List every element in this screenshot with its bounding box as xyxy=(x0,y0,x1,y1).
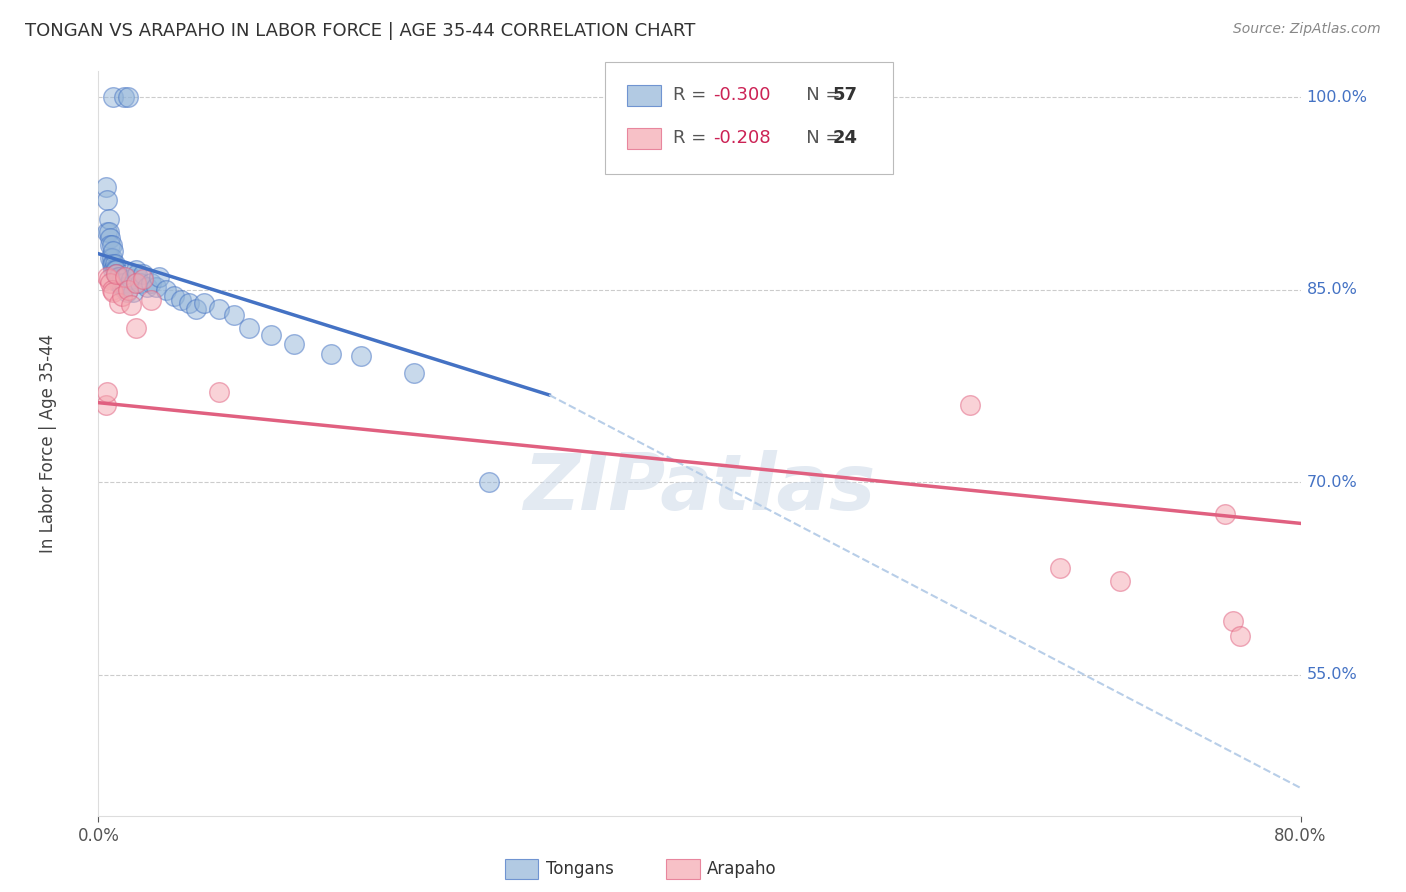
Point xyxy=(350,350,373,364)
Point xyxy=(103,285,125,300)
Point xyxy=(193,295,215,310)
Point xyxy=(105,267,128,281)
Point xyxy=(125,321,148,335)
Point xyxy=(97,225,120,239)
Point xyxy=(111,272,134,286)
Point xyxy=(111,280,134,294)
Point xyxy=(321,347,343,361)
Point xyxy=(107,272,129,286)
Point xyxy=(208,385,231,400)
Point xyxy=(117,267,139,281)
Point xyxy=(115,285,138,300)
Point xyxy=(162,289,184,303)
Point xyxy=(148,269,170,284)
Point xyxy=(107,269,129,284)
Point xyxy=(1222,614,1244,628)
Point xyxy=(103,263,125,277)
Point xyxy=(125,277,148,291)
Point xyxy=(97,212,120,227)
Text: Arapaho: Arapaho xyxy=(707,860,778,878)
Point xyxy=(100,237,122,252)
Point xyxy=(103,90,125,104)
Point xyxy=(177,295,200,310)
Point xyxy=(100,231,122,245)
Point xyxy=(101,257,124,271)
Point xyxy=(129,277,152,291)
Point xyxy=(108,295,131,310)
Point xyxy=(105,267,128,281)
Point xyxy=(283,336,305,351)
Point xyxy=(96,193,118,207)
Point xyxy=(114,280,136,294)
Point xyxy=(121,298,143,312)
Point xyxy=(94,180,117,194)
Point xyxy=(155,283,177,297)
Text: N =: N = xyxy=(789,129,846,147)
Text: 100.0%: 100.0% xyxy=(1306,89,1368,104)
Point xyxy=(121,272,143,286)
Point xyxy=(96,385,118,400)
Point xyxy=(100,277,122,291)
Point xyxy=(1049,561,1071,575)
Point xyxy=(114,269,136,284)
Point xyxy=(96,269,118,284)
Point xyxy=(117,90,139,104)
Point xyxy=(103,257,125,271)
Point xyxy=(96,225,118,239)
Point xyxy=(101,237,124,252)
Point xyxy=(108,269,131,284)
Point xyxy=(104,257,127,271)
Point xyxy=(208,301,231,316)
Point xyxy=(112,90,135,104)
Text: 57: 57 xyxy=(832,87,858,104)
Text: 70.0%: 70.0% xyxy=(1306,475,1357,490)
Point xyxy=(110,277,132,291)
Point xyxy=(117,283,139,297)
Point xyxy=(97,272,120,286)
Point xyxy=(402,366,425,380)
Point xyxy=(139,277,162,291)
Point xyxy=(135,280,157,294)
Point xyxy=(145,280,167,294)
Point xyxy=(101,251,124,265)
Text: -0.208: -0.208 xyxy=(713,129,770,147)
Text: -0.300: -0.300 xyxy=(713,87,770,104)
Point xyxy=(222,309,245,323)
Text: In Labor Force | Age 35-44: In Labor Force | Age 35-44 xyxy=(39,334,56,553)
Text: ZIPatlas: ZIPatlas xyxy=(523,450,876,526)
Point xyxy=(170,293,193,307)
Point xyxy=(101,283,124,297)
Point xyxy=(1229,629,1251,643)
Point xyxy=(108,277,131,291)
Point xyxy=(122,285,145,300)
Text: 55.0%: 55.0% xyxy=(1306,667,1357,682)
Point xyxy=(94,398,117,412)
Point xyxy=(1109,574,1132,589)
Point xyxy=(139,293,162,307)
Text: 24: 24 xyxy=(832,129,858,147)
Text: R =: R = xyxy=(673,129,713,147)
Point xyxy=(478,475,501,490)
Text: R =: R = xyxy=(673,87,713,104)
Point xyxy=(260,327,283,342)
Point xyxy=(184,301,207,316)
Point xyxy=(104,263,127,277)
Text: Source: ZipAtlas.com: Source: ZipAtlas.com xyxy=(1233,22,1381,37)
Point xyxy=(132,267,155,281)
Point xyxy=(127,267,149,281)
Text: 85.0%: 85.0% xyxy=(1306,282,1357,297)
Point xyxy=(959,398,981,412)
Point xyxy=(100,251,122,265)
Point xyxy=(111,289,134,303)
Point xyxy=(238,321,260,335)
Point xyxy=(132,272,155,286)
Point xyxy=(105,263,128,277)
Text: TONGAN VS ARAPAHO IN LABOR FORCE | AGE 35-44 CORRELATION CHART: TONGAN VS ARAPAHO IN LABOR FORCE | AGE 3… xyxy=(25,22,696,40)
Point xyxy=(112,277,135,291)
Point xyxy=(125,263,148,277)
Point xyxy=(103,244,125,259)
Text: N =: N = xyxy=(789,87,846,104)
Text: Tongans: Tongans xyxy=(546,860,613,878)
Point xyxy=(1215,508,1237,522)
